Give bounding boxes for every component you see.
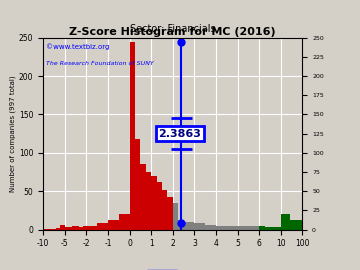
Bar (178, 220, 184, 230)
Bar (48, 229, 52, 230)
Bar (130, 42, 135, 230)
Bar (72, 227, 79, 230)
Bar (56, 228, 60, 230)
Bar (238, 227, 248, 230)
Bar (205, 225, 216, 230)
Bar (194, 223, 205, 230)
Bar (83, 227, 86, 230)
Bar (162, 190, 167, 230)
Y-axis label: Number of companies (997 total): Number of companies (997 total) (10, 75, 16, 192)
Bar (135, 139, 140, 230)
Bar (86, 226, 97, 230)
Bar (151, 176, 157, 230)
Bar (248, 227, 259, 230)
Bar (43, 229, 48, 230)
Bar (227, 226, 238, 230)
Bar (216, 226, 227, 230)
Bar (184, 222, 189, 230)
Bar (189, 222, 194, 230)
Bar (265, 227, 270, 230)
Bar (119, 214, 130, 230)
Bar (52, 229, 56, 230)
Bar (259, 227, 265, 230)
Bar (108, 220, 119, 230)
Bar (291, 220, 302, 230)
Bar (281, 214, 291, 230)
Bar (79, 227, 83, 230)
Bar (60, 225, 65, 230)
Bar (65, 227, 72, 230)
Text: The Research Foundation of SUNY: The Research Foundation of SUNY (46, 61, 154, 66)
Bar (270, 227, 275, 230)
Bar (97, 223, 108, 230)
Bar (157, 182, 162, 230)
Bar (140, 164, 146, 230)
Bar (167, 197, 173, 230)
Text: ©www.textbiz.org: ©www.textbiz.org (46, 43, 109, 50)
Bar (173, 203, 178, 230)
Bar (275, 227, 281, 230)
Text: Sector: Financials: Sector: Financials (130, 24, 216, 34)
Bar (146, 172, 151, 230)
Title: Z-Score Histogram for MC (2016): Z-Score Histogram for MC (2016) (69, 27, 276, 37)
Text: 2.3863: 2.3863 (158, 129, 201, 139)
